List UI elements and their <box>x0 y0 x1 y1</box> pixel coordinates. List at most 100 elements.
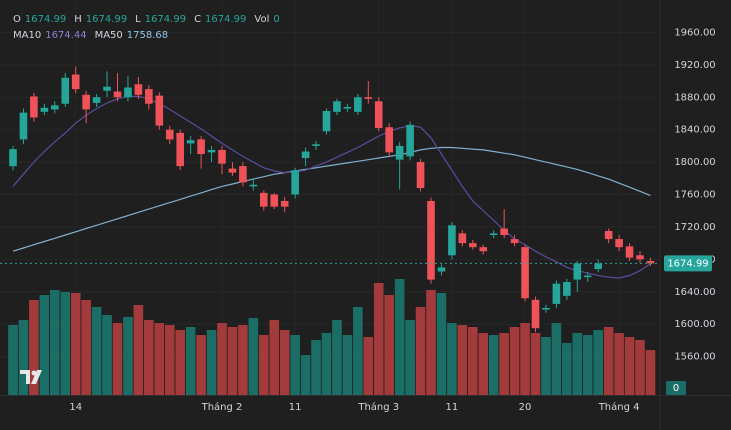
y-tick-label: 1560.00 <box>674 352 715 363</box>
volume-bar <box>248 318 259 395</box>
volume-tick-label: 0 <box>673 383 679 394</box>
ma50-line <box>12 146 651 252</box>
candle-body <box>573 263 582 280</box>
candle-body <box>500 228 508 236</box>
volume-bar <box>499 333 509 395</box>
x-tick-label: 14 <box>69 402 82 413</box>
volume-bar <box>290 335 300 395</box>
ma10-line <box>12 95 651 279</box>
candle-body <box>145 89 153 104</box>
x-tick-label: Tháng 3 <box>357 401 399 413</box>
candle-body <box>51 105 59 110</box>
volume-bar <box>269 320 280 395</box>
candle-body <box>531 299 540 329</box>
candle-body <box>165 129 174 140</box>
candle-body <box>71 74 80 90</box>
candle-body <box>563 282 571 296</box>
grid <box>0 0 660 395</box>
volume-bar <box>112 323 123 395</box>
y-tick-label: 1600.00 <box>674 319 715 330</box>
candle-body <box>92 97 101 103</box>
volume-bar <box>520 323 530 395</box>
volume-bar <box>342 335 353 395</box>
x-tick-label: 11 <box>289 402 302 413</box>
candle-body <box>594 263 602 270</box>
last-price-tag <box>664 255 712 272</box>
volume-bar <box>572 333 583 395</box>
x-tick-label: Tháng 4 <box>598 401 640 413</box>
candle-body <box>583 275 592 278</box>
y-tick-label: 1760.00 <box>674 190 715 201</box>
volume-bar <box>259 335 269 395</box>
y-tick-label: 1880.00 <box>674 92 715 103</box>
candle-body <box>374 101 383 129</box>
candle-body <box>9 149 17 167</box>
volume-bar <box>50 290 60 395</box>
volume-bar <box>551 323 562 395</box>
candle-body <box>40 107 49 112</box>
candle-body <box>82 94 90 110</box>
volume-bar <box>405 320 415 395</box>
y-tick-label: 1840.00 <box>674 125 715 136</box>
candle-body <box>280 200 289 207</box>
volume-bar <box>185 327 196 395</box>
volume-bar <box>645 350 656 395</box>
ohlc-row: O 1674.99 H 1674.99 L 1674.99 C 1674.99 Vol 0 <box>13 12 284 28</box>
candle-body <box>469 243 477 248</box>
volume-bar <box>593 330 603 395</box>
candle-body <box>542 307 550 310</box>
volume-bar <box>562 343 572 395</box>
candle-body <box>646 260 655 264</box>
volume-bar <box>18 320 29 395</box>
candle-body <box>333 101 341 112</box>
vol-value: 0 <box>273 14 280 25</box>
h-label: H <box>74 14 82 25</box>
volume-bar <box>509 327 520 395</box>
candle-body <box>406 124 414 157</box>
candle-body <box>301 151 310 159</box>
candle-body <box>61 77 70 104</box>
volume-tag <box>666 381 686 395</box>
volume-bar <box>227 327 238 395</box>
volume-bar <box>311 340 321 395</box>
volume-bar <box>81 300 91 395</box>
volume-bar <box>353 307 363 395</box>
x-tick-label: Tháng 2 <box>201 401 243 413</box>
candle-body <box>103 86 111 91</box>
volume-bar <box>457 325 468 395</box>
candle-body <box>343 106 352 109</box>
candle-body <box>30 96 38 118</box>
candle-body <box>427 200 435 280</box>
volume-bar <box>206 330 217 395</box>
candle-body <box>489 233 498 236</box>
ma10-label: MA10 <box>13 30 42 41</box>
candle-body <box>615 239 623 248</box>
candle-body <box>385 127 393 153</box>
volume-bar <box>436 293 447 395</box>
legend-header: O 1674.99 H 1674.99 L 1674.99 C 1674.99 Vol 0… <box>13 12 284 44</box>
volume-bar <box>144 320 154 395</box>
vol-label: Vol <box>254 14 270 25</box>
y-tick-label: 1640.00 <box>674 287 715 298</box>
volume-bar <box>217 323 227 395</box>
candle-body <box>479 247 488 252</box>
volume-bar <box>196 335 206 395</box>
tv-logo <box>20 370 42 384</box>
volume-bar <box>635 340 645 395</box>
candle-body <box>239 166 247 183</box>
volume-bar <box>164 325 175 395</box>
volume-bar <box>447 323 457 395</box>
candle-body <box>249 184 258 187</box>
candle-body <box>604 230 613 240</box>
volume-bar <box>60 292 71 395</box>
candle-body <box>521 247 529 299</box>
candle-body <box>625 246 634 258</box>
volume-bar <box>102 315 112 395</box>
candle-body <box>416 162 425 189</box>
volume-bar <box>70 293 81 395</box>
candle-body <box>552 283 561 304</box>
y-tick-label: 1800.00 <box>674 157 715 168</box>
volume-bar <box>123 317 133 395</box>
volume-bar <box>541 337 551 395</box>
